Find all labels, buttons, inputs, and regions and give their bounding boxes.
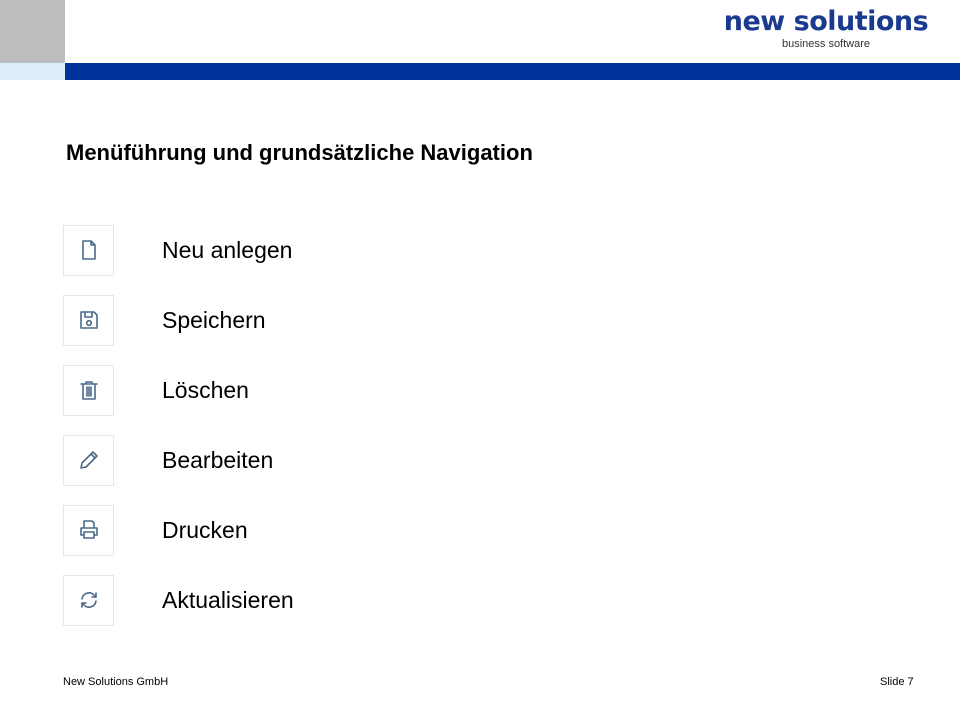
list-item-edit: Bearbeiten (63, 434, 273, 486)
header-bar (65, 63, 960, 80)
list-item-save: Speichern (63, 294, 266, 346)
list-item-refresh: Aktualisieren (63, 574, 294, 626)
item-label: Drucken (162, 516, 248, 543)
save-icon[interactable] (63, 294, 114, 346)
item-label: Löschen (162, 376, 249, 403)
item-label: Bearbeiten (162, 446, 274, 473)
trash-icon[interactable] (63, 364, 114, 416)
list-item-print: Drucken (63, 504, 248, 556)
footer-company: New Solutions GmbH (63, 676, 169, 688)
item-label: Neu anlegen (162, 236, 293, 263)
corner-block (0, 0, 65, 63)
page-title: Menüführung und grundsätzliche Navigatio… (66, 140, 533, 165)
corner-accent (0, 63, 65, 80)
logo-title: new solutions (723, 6, 929, 37)
new-document-icon[interactable] (63, 224, 114, 276)
slide-number: Slide 7 (880, 676, 914, 688)
printer-icon[interactable] (63, 504, 114, 556)
logo: new solutions business software (720, 6, 932, 50)
item-label: Speichern (162, 306, 266, 333)
list-item-new: Neu anlegen (63, 224, 292, 276)
refresh-icon[interactable] (63, 574, 114, 626)
pencil-icon[interactable] (63, 434, 114, 486)
item-label: Aktualisieren (162, 586, 294, 613)
logo-subtitle: business software (781, 38, 871, 50)
list-item-delete: Löschen (63, 364, 249, 416)
